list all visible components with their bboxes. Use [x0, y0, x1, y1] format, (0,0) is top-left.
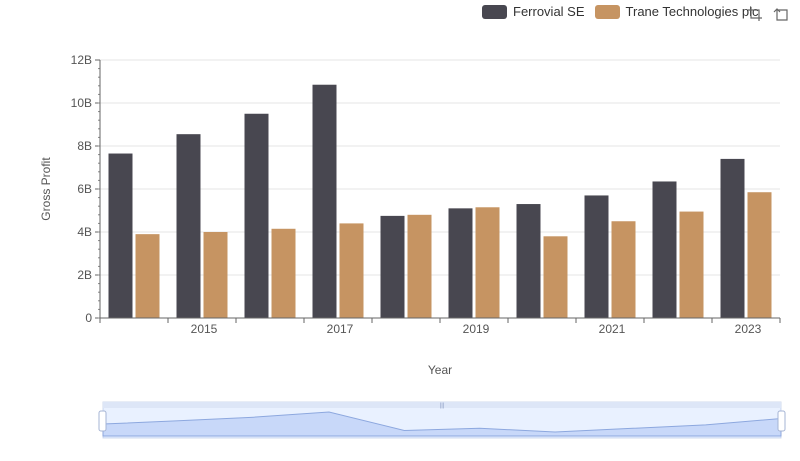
bar-ferrovial-2017[interactable]	[312, 84, 337, 318]
bar-ferrovial-2020[interactable]	[516, 204, 541, 318]
bar-ferrovial-2018[interactable]	[380, 215, 405, 318]
x-tick-label: 2019	[463, 322, 490, 336]
legend-item-ferrovial[interactable]: Ferrovial SE	[482, 4, 585, 19]
y-tick-label: 10B	[71, 96, 92, 110]
y-tick-label: 6B	[77, 182, 92, 196]
axes-group: 0 2B 4B 6B 8B 10B 12B 2015 2017 2019 2021 2023	[71, 53, 781, 336]
legend-label-ferrovial: Ferrovial SE	[513, 4, 585, 19]
y-tick-label: 12B	[71, 53, 92, 67]
legend-item-trane[interactable]: Trane Technologies plc	[594, 4, 759, 19]
bar-trane-2021[interactable]	[611, 221, 636, 318]
x-axis-label: Year	[428, 363, 452, 377]
bar-trane-2020[interactable]	[543, 236, 568, 318]
chart-legend: Ferrovial SE Trane Technologies plc	[482, 4, 769, 19]
bar-ferrovial-2022[interactable]	[652, 181, 677, 318]
bar-trane-2023[interactable]	[747, 192, 772, 318]
legend-label-trane: Trane Technologies plc	[625, 4, 759, 19]
bar-ferrovial-2023[interactable]	[720, 158, 745, 318]
bar-trane-2022[interactable]	[679, 211, 704, 318]
y-tick-label: 4B	[77, 225, 92, 239]
x-tick-label: 2023	[735, 322, 762, 336]
bar-trane-2018[interactable]	[407, 214, 432, 318]
grid-lines	[100, 59, 780, 276]
bar-ferrovial-2019[interactable]	[448, 208, 473, 318]
x-tick-label: 2015	[191, 322, 218, 336]
bar-ferrovial-2021[interactable]	[584, 195, 609, 318]
y-tick-label: 8B	[77, 139, 92, 153]
data-zoom-top-bar[interactable]	[103, 402, 781, 408]
bar-trane-2017[interactable]	[339, 223, 364, 318]
bar-trane-2014[interactable]	[135, 234, 160, 318]
bar-ferrovial-2016[interactable]	[244, 113, 269, 318]
x-tick-label: 2021	[599, 322, 626, 336]
legend-swatch-trane	[594, 4, 620, 19]
zoom-reset-icon[interactable]	[773, 6, 789, 22]
bar-trane-2015[interactable]	[203, 232, 228, 318]
bar-ferrovial-2015[interactable]	[176, 134, 201, 318]
data-zoom-handle-right[interactable]	[777, 410, 786, 432]
bar-trane-2016[interactable]	[271, 228, 296, 318]
y-axis-label: Gross Profit	[39, 157, 53, 221]
y-tick-label: 0	[85, 311, 92, 325]
bar-trane-2019[interactable]	[475, 207, 500, 318]
y-tick-label: 2B	[77, 268, 92, 282]
legend-swatch-ferrovial	[482, 4, 507, 19]
data-zoom-handle-left[interactable]	[98, 410, 107, 432]
zoom-select-icon[interactable]	[747, 6, 763, 22]
bar-ferrovial-2014[interactable]	[108, 153, 133, 318]
x-tick-label: 2017	[327, 322, 354, 336]
data-zoom-slider[interactable]: |||	[98, 401, 786, 439]
bars-group	[108, 84, 772, 318]
data-zoom-grip-icon: |||	[440, 403, 445, 409]
